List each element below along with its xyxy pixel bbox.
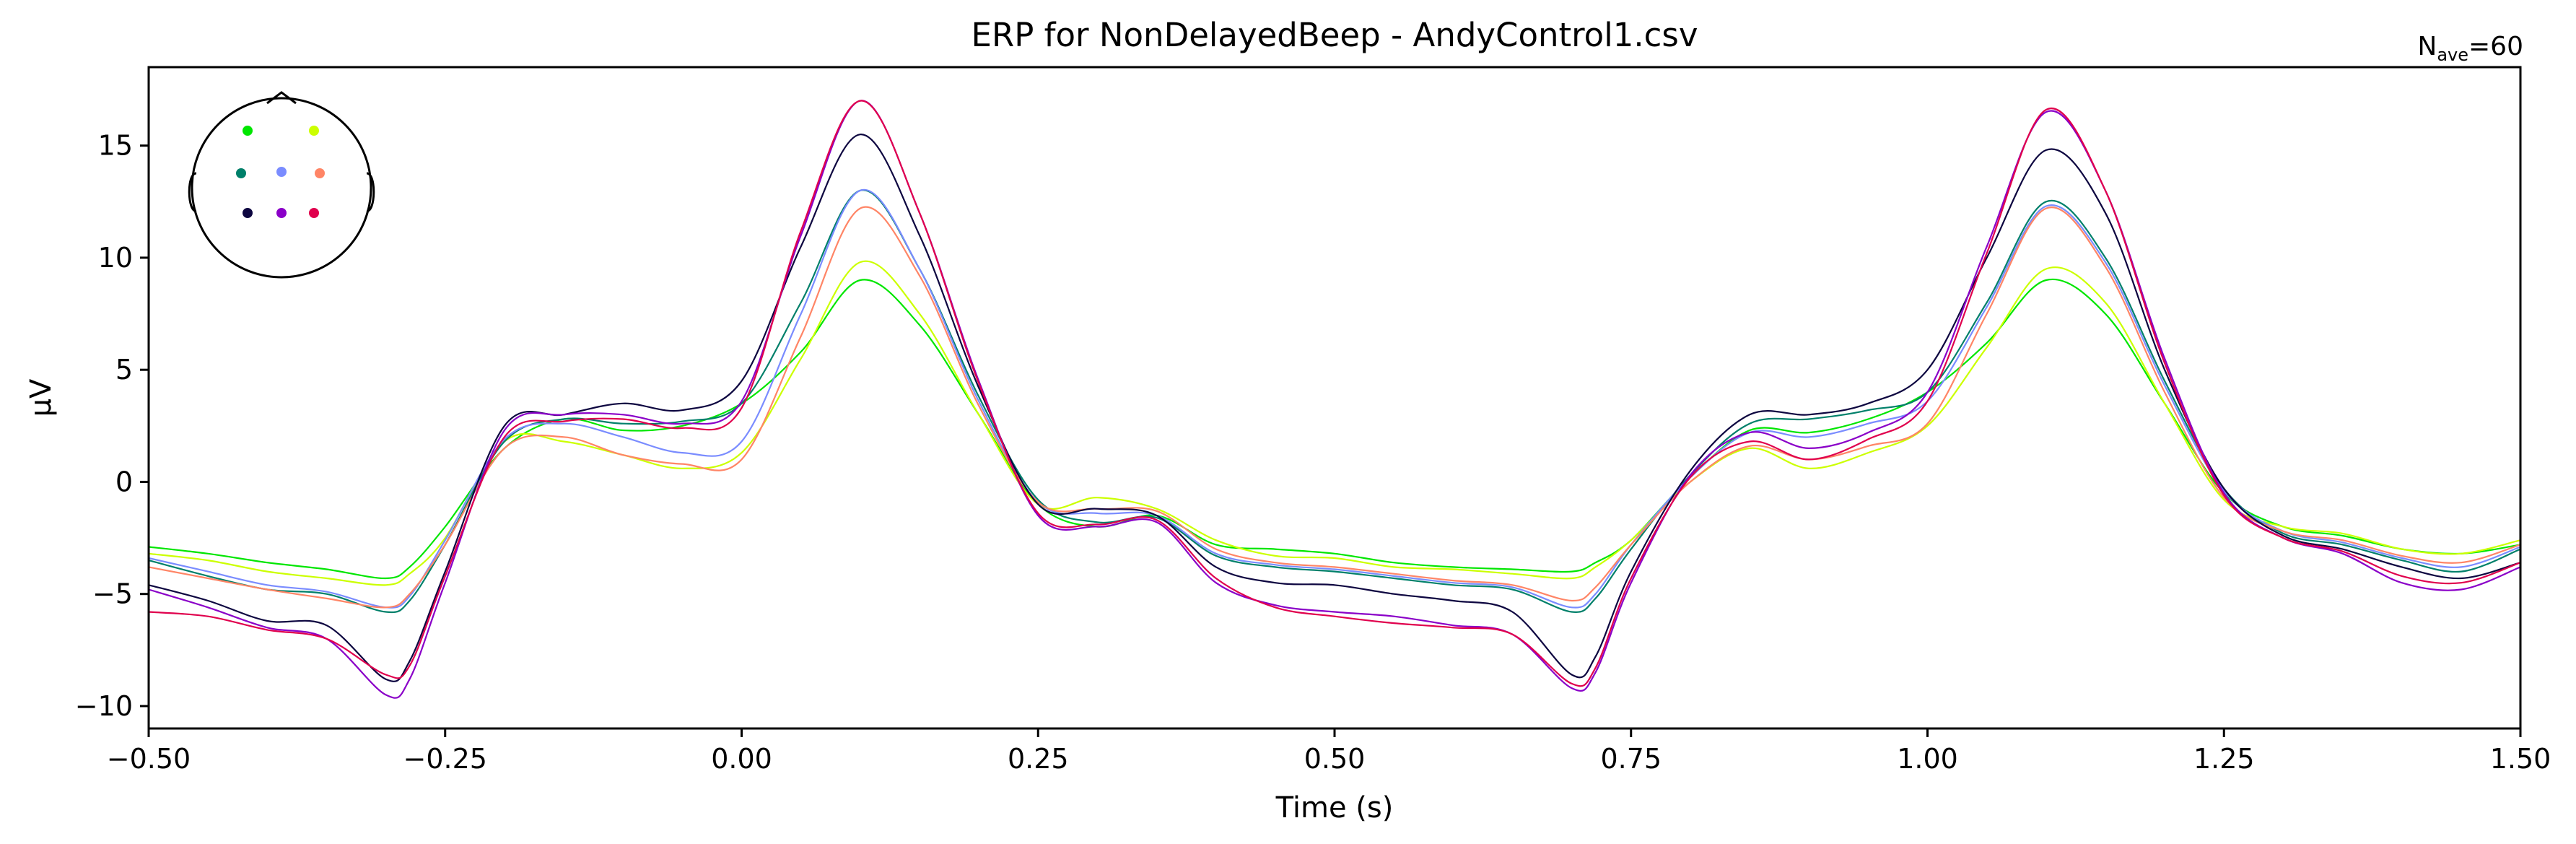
x-axis-label: Time (s) [1275,791,1394,825]
nave-label-base: N [2417,32,2437,61]
y-axis-label: µV [25,378,58,417]
y-tick-label: 0 [115,466,133,497]
x-tick-label: 0.50 [1304,743,1366,775]
x-tick-label: 0.00 [711,743,772,775]
series-line-1 [148,278,2521,580]
series-line-8 [148,100,2521,687]
x-tick-label: 1.50 [2490,743,2551,775]
sensor-dot [276,167,287,177]
series-line-7 [148,100,2521,699]
x-tick-label: 1.00 [1897,743,1958,775]
sensor-inset [188,91,375,279]
nave-label-sub: ave [2437,45,2468,65]
sensor-dot [276,208,287,218]
sensor-dot [309,208,319,218]
series-line-4 [148,188,2521,609]
series-line-3 [148,189,2521,614]
y-tick-label: −10 [75,690,133,722]
nave-label: Nave=60 [2417,32,2523,65]
sensor-dot [243,208,253,218]
nave-label-suffix: =60 [2468,32,2523,61]
y-tick-label: −5 [92,578,133,610]
sensor-dot [315,168,325,178]
head-outline-icon [191,97,372,279]
chart-title: ERP for NonDelayedBeep - AndyControl1.cs… [972,16,1698,54]
x-tick-label: −0.25 [403,743,487,775]
y-axis: −10 −5 0 5 10 15 [75,130,149,722]
y-tick-label: 10 [98,242,133,274]
x-tick-label: 1.25 [2193,743,2255,775]
x-tick-label: −0.50 [107,743,191,775]
sensor-dot [309,126,319,136]
x-tick-label: 0.75 [1600,743,1662,775]
series-line-5 [148,206,2521,609]
x-axis: −0.50 −0.25 0.00 0.25 0.50 0.75 1.00 1.25 1.50 [107,728,2551,775]
sensor-dot [243,126,253,136]
x-tick-label: 0.25 [1008,743,1069,775]
series-line-6 [148,134,2521,682]
series-line-2 [148,260,2521,586]
plot-frame [147,66,2522,730]
sensor-dot [236,168,246,178]
y-tick-label: 15 [98,130,133,162]
series-group [148,100,2521,699]
y-tick-label: 5 [115,354,133,386]
